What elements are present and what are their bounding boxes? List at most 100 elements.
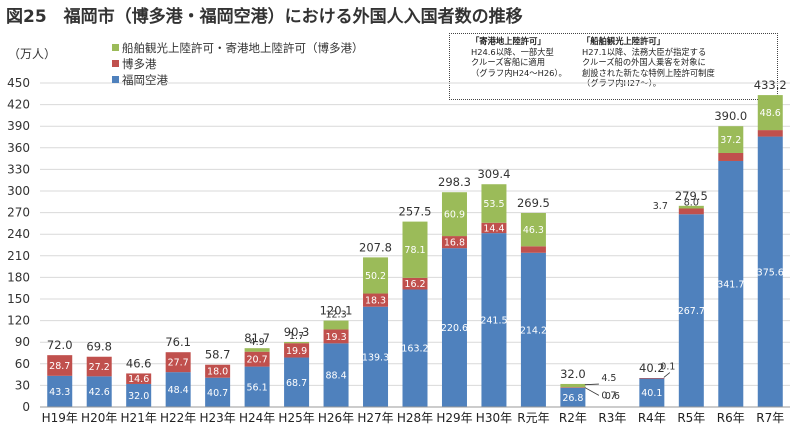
- y-axis-unit: （万人）: [8, 47, 56, 61]
- data-label: 16.8: [444, 238, 465, 249]
- bar-segment: [323, 329, 349, 344]
- y-tick-label: 60: [15, 357, 30, 371]
- data-label: 4.9: [250, 337, 265, 348]
- y-tick-label: 390: [7, 119, 30, 133]
- data-label: 60.9: [444, 210, 465, 221]
- data-label: 0.6: [605, 0, 620, 3]
- x-tick-label: H26年: [318, 411, 354, 425]
- note-title: 「船舶観光上陸許可」: [582, 36, 665, 46]
- total-label: 40.2: [639, 361, 665, 375]
- total-label: 309.4: [477, 167, 510, 181]
- bar-segment: [47, 355, 73, 376]
- data-label: 14.4: [483, 223, 504, 234]
- data-label: 0.6: [605, 391, 620, 402]
- data-label: 27.2: [89, 362, 110, 373]
- bar-segment: [244, 366, 270, 407]
- x-axis: H19年 H20年 H21年 H22年 H23年 H24年 H25年 H26年 H27年 H28年…: [40, 406, 790, 425]
- data-label: 1.7: [289, 331, 304, 342]
- total-label: 46.6: [126, 356, 152, 370]
- data-label: 18.0: [207, 367, 228, 378]
- bar-segment: [126, 383, 152, 407]
- bar-segment: [244, 351, 270, 367]
- data-label: 68.7: [286, 378, 307, 389]
- bar-segment: [441, 236, 467, 249]
- x-tick-label: R元年: [517, 411, 549, 425]
- bar-segment: [718, 126, 744, 153]
- bar-segment: [244, 348, 270, 352]
- total-label: 207.8: [359, 240, 392, 254]
- bar-segment: [205, 364, 231, 378]
- data-label: 48.6: [760, 108, 781, 119]
- y-tick-label: 0: [22, 400, 30, 414]
- total-label: 433.2: [754, 78, 787, 92]
- data-label: 40.1: [641, 388, 662, 399]
- bar-segment: [757, 130, 783, 137]
- x-tick-label: H22年: [160, 411, 196, 425]
- notes-box: 「寄港地上陸許可」 H24.6以降、一部大型 クルーズ客船に適用 （グラフ内H2…: [449, 33, 778, 100]
- legend-label: 福岡空港: [122, 73, 168, 87]
- x-tick-label: R4年: [638, 411, 666, 425]
- bars: 43.3 28.7 72.0 42.6 27.2 69.8 32.0 14.6 46.6 48.4…: [47, 0, 787, 408]
- bar-segment: [205, 377, 231, 407]
- y-tick-label: 300: [7, 184, 30, 198]
- data-label: 139.3: [362, 352, 389, 363]
- data-label: 88.4: [325, 371, 346, 382]
- y-tick-label: 210: [7, 249, 30, 263]
- data-label: 241.5: [480, 316, 507, 327]
- bar-segment: [678, 205, 704, 209]
- total-label: 269.5: [517, 196, 550, 210]
- bar-segment: [284, 343, 310, 358]
- data-label: 16.2: [404, 279, 425, 290]
- data-label: 0.1: [660, 362, 675, 373]
- data-label: 50.2: [365, 271, 386, 282]
- legend-swatch: [112, 76, 119, 83]
- data-label: 3.7: [653, 201, 668, 212]
- x-tick-label: H20年: [81, 411, 117, 425]
- data-label: 4.5: [601, 373, 616, 384]
- total-label: 76.1: [165, 335, 191, 349]
- bar-segment: [520, 252, 546, 407]
- bar-segment: [402, 277, 428, 290]
- bar-segment: [639, 378, 665, 407]
- data-label: 267.7: [678, 306, 705, 317]
- y-tick-label: 330: [7, 162, 30, 176]
- bar-segment: [86, 356, 112, 377]
- data-label: 20.7: [247, 355, 268, 366]
- data-label: 28.7: [49, 361, 70, 372]
- data-label: 14.6: [128, 374, 149, 385]
- y-tick-label: 360: [7, 141, 30, 155]
- x-tick-label: H24年: [239, 411, 275, 425]
- bar-segment: [757, 95, 783, 131]
- bar-segment: [560, 387, 586, 407]
- bar-segment: [520, 246, 546, 253]
- data-label: 42.6: [89, 387, 110, 398]
- bar-segment: [363, 293, 389, 307]
- legend-swatch: [112, 60, 119, 67]
- bar-segment: [165, 372, 191, 407]
- y-tick-label: 420: [7, 98, 30, 112]
- data-label: 43.3: [49, 387, 70, 398]
- total-label: 257.5: [399, 205, 432, 219]
- total-label: 298.3: [438, 175, 471, 189]
- x-tick-label: H29年: [436, 411, 472, 425]
- total-label: 81.7: [244, 331, 270, 345]
- total-label: 72.0: [47, 338, 73, 352]
- y-tick-label: 30: [15, 378, 30, 392]
- bar-segment: [560, 387, 586, 388]
- bar-segment: [441, 192, 467, 237]
- y-tick-label: 150: [7, 292, 30, 306]
- callout-line: [584, 387, 600, 396]
- data-label: 26.8: [562, 393, 583, 404]
- bar-segment: [402, 289, 428, 407]
- x-tick-label: R6年: [717, 411, 745, 425]
- legend-swatch: [112, 44, 119, 51]
- bar-segment: [323, 320, 349, 330]
- x-tick-label: R7年: [756, 411, 784, 425]
- y-tick-label: 180: [7, 270, 30, 284]
- data-label: 214.2: [520, 325, 547, 336]
- data-label: 375.6: [757, 267, 784, 278]
- y-tick-label: 90: [15, 335, 30, 349]
- bar-segment: [481, 184, 507, 223]
- legend-label: 博多港: [122, 57, 157, 71]
